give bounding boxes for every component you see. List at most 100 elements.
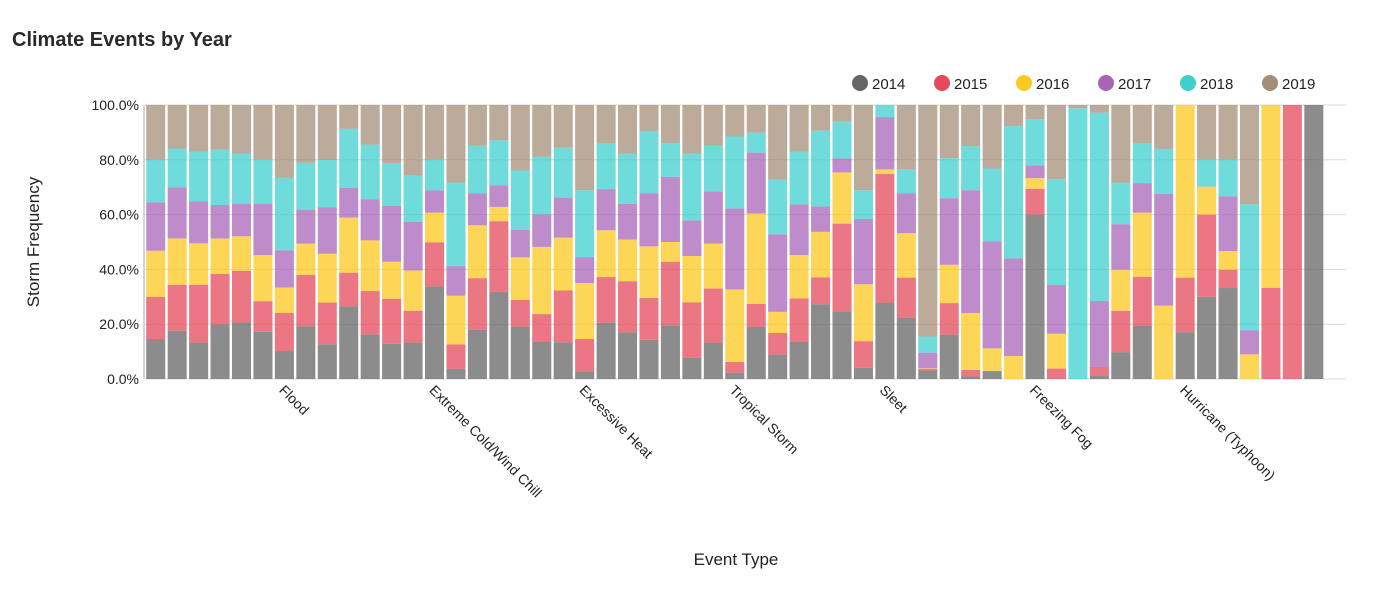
bar-segment-2017[interactable] [596, 189, 616, 231]
bar-segment-2016[interactable] [532, 246, 552, 315]
bar-segment-2014[interactable] [489, 291, 509, 379]
bar-segment-2014[interactable] [811, 304, 831, 379]
bar-segment-2016[interactable] [682, 255, 702, 303]
legend-item-2015[interactable]: 2015 [934, 75, 987, 93]
bar-segment-2018[interactable] [682, 153, 702, 221]
bar-segment-2018[interactable] [768, 179, 788, 235]
bar-segment-2017[interactable] [725, 208, 745, 290]
bar-segment-2016[interactable] [489, 206, 509, 222]
bar-segment-2015[interactable] [167, 284, 187, 331]
bar-segment-2014[interactable] [532, 342, 552, 379]
bar-segment-2016[interactable] [274, 287, 294, 313]
bar-segment-2019[interactable] [231, 105, 252, 154]
bar-segment-2015[interactable] [296, 274, 316, 327]
bar-segment-2016[interactable] [167, 238, 187, 285]
bar-segment-2017[interactable] [1111, 224, 1131, 270]
bar-segment-2017[interactable] [639, 193, 659, 247]
bar-segment-2016[interactable] [639, 246, 659, 298]
bar-segment-2019[interactable] [1068, 105, 1088, 109]
bar-segment-2017[interactable] [660, 176, 680, 242]
bar-segment-2015[interactable] [939, 303, 959, 335]
bar-segment-2019[interactable] [853, 105, 873, 191]
bar-segment-2019[interactable] [1046, 105, 1066, 180]
bar-segment-2018[interactable] [1046, 179, 1066, 286]
bar-segment-2016[interactable] [1046, 333, 1066, 369]
bar-segment-2015[interactable] [489, 221, 509, 292]
bar-segment-2019[interactable] [210, 105, 230, 150]
bar-segment-2019[interactable] [961, 105, 981, 147]
bar-segment-2014[interactable] [467, 329, 487, 379]
bar-segment-2016[interactable] [768, 311, 788, 333]
bar-segment-2018[interactable] [832, 121, 852, 159]
bar-segment-2015[interactable] [146, 296, 166, 339]
bar-segment-2017[interactable] [553, 197, 573, 238]
bar-segment-2016[interactable] [789, 255, 809, 299]
bar-segment-2019[interactable] [1089, 105, 1109, 113]
bar-segment-2014[interactable] [510, 326, 530, 379]
bar-segment-2018[interactable] [1132, 143, 1152, 184]
bar-segment-2019[interactable] [639, 105, 659, 132]
bar-segment-2015[interactable] [768, 332, 788, 355]
bar-segment-2019[interactable] [1239, 105, 1260, 205]
bar-segment-2014[interactable] [296, 326, 316, 379]
bar-segment-2015[interactable] [746, 303, 766, 327]
bar-segment-2014[interactable] [682, 357, 702, 379]
bar-segment-2019[interactable] [789, 105, 809, 152]
bar-segment-2018[interactable] [467, 145, 487, 194]
bar-segment-2017[interactable] [918, 352, 938, 369]
bar-segment-2014[interactable] [660, 325, 680, 379]
bar-segment-2016[interactable] [403, 270, 423, 311]
bar-segment-2017[interactable] [811, 206, 831, 232]
bar-segment-2014[interactable] [596, 322, 616, 379]
bar-segment-2019[interactable] [296, 105, 316, 163]
bar-segment-2015[interactable] [853, 341, 873, 368]
legend-item-2017[interactable]: 2017 [1098, 75, 1151, 93]
bar-segment-2016[interactable] [1261, 105, 1281, 288]
bar-segment-2015[interactable] [253, 301, 273, 332]
bar-segment-2016[interactable] [317, 253, 337, 303]
bar-segment-2014[interactable] [768, 354, 788, 379]
bar-segment-2017[interactable] [768, 234, 788, 312]
legend-item-2018[interactable]: 2018 [1180, 75, 1233, 93]
bar-segment-2014[interactable] [1175, 332, 1195, 379]
bar-segment-2018[interactable] [1218, 159, 1238, 197]
bar-segment-2017[interactable] [1046, 285, 1066, 334]
bar-segment-2016[interactable] [1218, 251, 1238, 270]
bar-segment-2016[interactable] [1004, 355, 1024, 379]
bar-segment-2016[interactable] [961, 312, 981, 370]
bar-segment-2016[interactable] [1175, 105, 1195, 278]
bar-segment-2016[interactable] [296, 243, 316, 275]
bar-segment-2014[interactable] [274, 351, 294, 379]
bar-segment-2014[interactable] [1111, 352, 1131, 379]
bar-segment-2017[interactable] [231, 203, 252, 237]
bar-segment-2017[interactable] [1239, 330, 1260, 355]
bar-segment-2015[interactable] [618, 281, 638, 333]
bar-segment-2019[interactable] [1218, 105, 1238, 160]
bar-segment-2015[interactable] [961, 369, 981, 377]
bar-segment-2019[interactable] [1025, 105, 1045, 120]
bar-segment-2017[interactable] [703, 191, 723, 244]
bar-segment-2014[interactable] [789, 342, 809, 379]
bar-segment-2017[interactable] [1154, 193, 1174, 306]
bar-segment-2018[interactable] [189, 151, 209, 202]
bar-segment-2015[interactable] [811, 277, 831, 305]
legend-item-2019[interactable]: 2019 [1262, 75, 1315, 93]
bar-segment-2017[interactable] [382, 205, 402, 262]
bar-segment-2017[interactable] [982, 241, 1002, 349]
bar-segment-2015[interactable] [382, 298, 402, 344]
bar-segment-2014[interactable] [253, 331, 273, 379]
bar-segment-2019[interactable] [382, 105, 402, 164]
bar-segment-2018[interactable] [875, 105, 895, 118]
bar-segment-2015[interactable] [189, 284, 209, 343]
bar-segment-2019[interactable] [146, 105, 166, 160]
bar-segment-2019[interactable] [274, 105, 294, 178]
bar-segment-2019[interactable] [489, 105, 509, 141]
bar-segment-2015[interactable] [596, 277, 616, 323]
bar-segment-2015[interactable] [575, 338, 595, 372]
bar-segment-2017[interactable] [296, 209, 316, 244]
bar-segment-2015[interactable] [660, 261, 680, 326]
bar-segment-2019[interactable] [446, 105, 466, 183]
bar-segment-2018[interactable] [1111, 182, 1131, 225]
bar-segment-2014[interactable] [360, 334, 380, 379]
bar-segment-2015[interactable] [210, 273, 230, 325]
